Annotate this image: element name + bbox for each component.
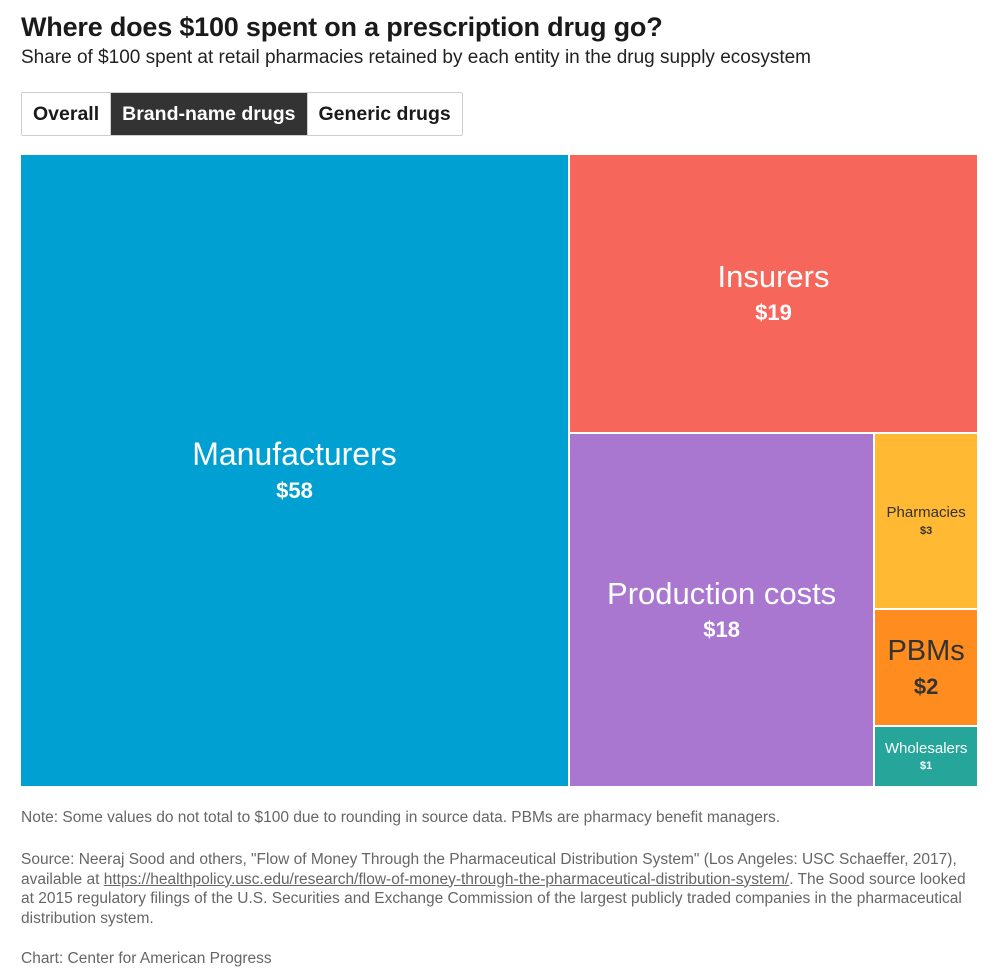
treemap-label-manufacturers: Manufacturers — [192, 435, 397, 472]
source-text-suffix: . The Sood source looked at 2015 regulat… — [21, 870, 966, 927]
treemap-value-pharmacies: $3 — [919, 524, 933, 537]
source-text-prefix: Source: Neeraj Sood and others, "Flow of… — [21, 851, 957, 888]
treemap-label-insurers: Insurers — [717, 259, 830, 295]
treemap-value-insurers: $19 — [755, 300, 792, 326]
treemap-label-production-costs: Production costs — [607, 575, 837, 611]
source-link[interactable]: https://healthpolicy.usc.edu/research/fl… — [103, 870, 790, 888]
treemap-value-pbms: $2 — [913, 673, 939, 699]
view-tabs: Overall Brand-name drugs Generic drugs — [21, 92, 463, 136]
treemap-value-production-costs: $18 — [703, 616, 740, 642]
chart-credit: Chart: Center for American Progress — [21, 950, 272, 967]
treemap-chart: Manufacturers $58 Insurers $19 Production co… — [21, 155, 977, 786]
treemap-value-manufacturers: $58 — [276, 478, 313, 504]
chart-title: Where does $100 spent on a prescription … — [21, 12, 663, 42]
treemap-label-wholesalers: Wholesalers — [884, 739, 968, 757]
tab-brand-name-drugs[interactable]: Brand-name drugs — [110, 93, 307, 135]
treemap-cell-insurers: Insurers $19 — [569, 155, 977, 434]
chart-subtitle: Share of $100 spent at retail pharmacies… — [21, 47, 812, 68]
treemap-cell-pbms: PBMs $2 — [875, 609, 977, 728]
tab-overall[interactable]: Overall — [22, 93, 111, 135]
treemap-label-pbms: PBMs — [887, 634, 965, 667]
treemap-cell-pharmacies: Pharmacies $3 — [875, 433, 977, 610]
treemap-label-pharmacies: Pharmacies — [886, 504, 966, 522]
treemap-cell-manufacturers: Manufacturers $58 — [21, 155, 570, 786]
treemap-cell-wholesalers: Wholesalers $1 — [875, 727, 977, 786]
chart-note: Note: Some values do not total to $100 d… — [21, 809, 781, 826]
treemap-cell-production-costs: Production costs $18 — [569, 433, 876, 786]
tab-generic-drugs[interactable]: Generic drugs — [306, 93, 462, 135]
treemap-value-wholesalers: $1 — [919, 760, 933, 773]
chart-source: Source: Neeraj Sood and others, "Flow of… — [21, 850, 971, 928]
